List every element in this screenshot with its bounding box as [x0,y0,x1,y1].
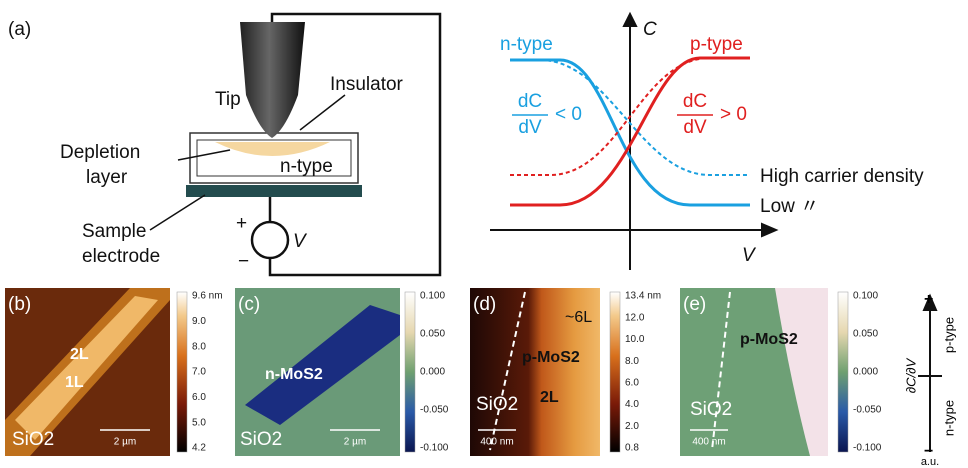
colorbar-label: 2.0 [625,421,639,432]
formula: > 0 [720,104,747,125]
colorbar-label: 0.100 [420,291,445,302]
label: n-type [280,156,333,177]
annotation: n-MoS2 [265,366,323,383]
formula: dC [683,91,707,112]
page: {"panel_a":{"label":"(a)", "schematic":{… [0,0,968,468]
colorbar-label: 0.050 [420,329,445,340]
colorbar-label: 12.0 [625,312,645,323]
colorbar-label: 5.0 [192,417,206,428]
scale-label: 400 nm [480,437,513,448]
colorbar-label: 0.100 [853,291,878,302]
electrode [186,185,362,197]
colorbar-label: 0.000 [853,367,878,378]
colorbar-label: 4.2 [192,443,206,454]
annotation: 2L [70,346,89,363]
label: p-type [941,317,956,353]
scale-label: 2 µm [114,437,136,448]
colorbar-label: 8.0 [192,341,206,352]
panel-label: (e) [683,294,706,315]
colorbar-label: 4.0 [625,399,639,410]
colorbar-label: 6.0 [192,392,206,403]
panel-label: (d) [473,294,496,315]
label: − [238,251,249,272]
colorbar-label: 9.0 [192,316,206,327]
substrate-label: SiO2 [476,394,518,415]
label: a.u. [921,456,939,468]
axis-label: ∂C/∂V [903,357,918,393]
annotation: p-MoS2 [522,349,580,366]
panel-label: (c) [238,294,260,315]
formula: dV [683,117,707,138]
panel-label: (b) [8,294,31,315]
formula: dC [518,91,542,112]
label: V [293,231,308,252]
colorbar-label: 6.0 [625,377,639,388]
substrate-label: SiO2 [690,399,732,420]
substrate-label: SiO2 [240,429,282,450]
scale-label: 2 µm [344,437,366,448]
label: High carrier density [760,166,924,187]
axis-label: V [742,245,757,266]
label: p-type [690,34,743,55]
colorbar-label: -0.100 [420,443,449,454]
colorbar-label: -0.050 [853,405,882,416]
label: layer [86,167,128,188]
annotation: 1L [65,374,84,391]
label: + [236,213,247,234]
label: n-type [500,34,553,55]
tip [240,22,305,138]
colorbar-label: 0.000 [420,367,445,378]
annotation: ~6L [565,309,592,326]
figure: (a) Tip Insulator Depletion layer n-type… [0,0,968,468]
scale-axis [918,296,942,452]
colorbar-label: 9.6 nm [192,291,223,302]
label: Depletion [60,142,140,163]
formula: dV [518,117,542,138]
label: n-type [941,400,956,436]
label: Tip [215,89,241,110]
colorbar-label: 7.0 [192,367,206,378]
colorbar-label: -0.050 [420,405,449,416]
label: Sample [82,221,146,242]
label: + [924,291,933,308]
label: Low 〃 [760,196,819,217]
colorbar-label: 10.0 [625,334,645,345]
colorbar-label: 0.8 [625,443,639,454]
label: Insulator [330,74,404,95]
colorbar-label: -0.100 [853,443,882,454]
colorbar-label: 8.0 [625,356,639,367]
colorbar-label: 0.050 [853,329,878,340]
annotation: 2L [540,389,559,406]
substrate-label: SiO2 [12,429,54,450]
panel-label: (a) [8,19,31,40]
scale-label: 400 nm [692,437,725,448]
formula: < 0 [555,104,582,125]
annotation: p-MoS2 [740,331,798,348]
axis-label: C [643,19,657,40]
label: electrode [82,246,160,267]
colorbar-label: 13.4 nm [625,291,661,302]
